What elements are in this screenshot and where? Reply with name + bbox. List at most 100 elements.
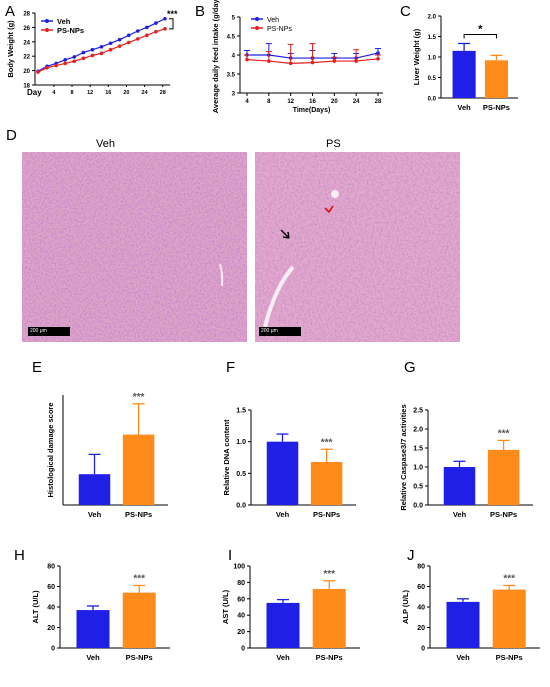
x-tick-label-f-0: Veh [276,510,290,519]
bar-g-0 [443,467,476,505]
legend-label-a-1: PS-NPs [57,26,84,35]
legend-label-a-0: Veh [57,17,71,26]
y-tick-label-i-0: 0 [241,646,245,653]
y-tick-label-a-5: 28 [23,12,30,18]
y-tick-label-g-0: 0.0 [413,503,423,510]
x-tick-label-e-0: Veh [88,510,102,519]
y-tick-label-c-0: 0.0 [428,97,437,103]
panel-letter-a: A [5,3,15,20]
y-tick-label-h-2: 40 [47,605,55,612]
y-axis-label-a: Body Weight (g) [6,20,15,78]
x-tick-label-g-0: Veh [453,510,467,519]
scale-bar-ps: 200 μm [259,327,301,336]
y-tick-label-a-4: 26 [23,26,30,32]
x-tick-label-g-1: PS-NPs [490,510,517,519]
data-point-a-1-1 [45,65,49,70]
x-tick-label-a-4: 20 [123,90,129,96]
histology-caption-veh: Veh [96,138,115,150]
x-tick-label-a-2: 12 [87,90,93,96]
x-tick-label-a-6: 28 [160,90,166,96]
data-point-a-1-13 [154,29,158,34]
panel-letter-g: G [404,359,416,376]
y-axis-label-b: Average daily feed intake (g/day) [211,0,220,113]
x-tick-label-i-1: PS-NPs [316,653,343,662]
significance-marker-g: *** [498,428,510,439]
y-axis-label-g: Relative Caspase3/7 activities [399,404,408,510]
significance-marker-i: *** [323,569,335,580]
histology-image-veh: 200 μm [22,152,247,342]
x-tick-label-a-3: 16 [105,90,111,96]
x-tick-label-j-0: Veh [456,653,470,662]
bar-c-0 [452,50,476,98]
bar-e-0 [78,474,111,505]
x-tick-label-c-0: Veh [457,103,471,112]
bar-i-1 [312,588,346,648]
y-tick-label-g-5: 2.5 [413,408,423,415]
y-tick-label-g-4: 2.0 [413,427,423,434]
bar-i-0 [266,602,300,648]
bar-f-0 [266,441,299,505]
data-point-b-0-6 [376,51,380,55]
y-tick-label-b-2: 4 [232,54,236,60]
scale-bar-veh: 200 μm [28,327,70,336]
black-arrow-marker [280,229,290,239]
bar-g-1 [487,449,520,505]
panel-letter-j: J [407,547,415,564]
data-point-a-1-0 [36,70,40,74]
data-point-a-0-6 [90,47,95,52]
y-tick-label-j-0: 0 [421,646,425,653]
data-point-b-1-2 [288,61,293,66]
data-point-a-0-13 [154,21,158,25]
x-tick-label-b-2: 12 [287,99,294,105]
y-axis-label-j: ALP (U/L) [401,589,410,624]
bar-j-1 [492,589,526,648]
y-axis-label-h: ALT (U/L) [31,590,40,624]
y-tick-label-a-3: 24 [23,40,30,46]
significance-marker-f: *** [321,437,333,448]
x-axis-label-a: Day [27,88,42,97]
y-tick-label-f-0: 0.0 [236,503,246,510]
data-point-a-0-8 [108,41,113,46]
y-tick-label-i-5: 100 [233,564,245,571]
bar-f-1 [310,461,343,505]
data-point-a-1-11 [135,37,140,41]
panel-letter-h: H [14,547,25,564]
x-tick-label-b-3: 16 [309,99,316,105]
legend-marker-b-1 [255,26,259,30]
y-tick-label-i-1: 20 [237,629,245,636]
data-point-a-0-3 [63,58,68,62]
significance-marker-e: *** [133,392,145,403]
y-tick-label-b-1: 3.5 [227,73,236,79]
y-tick-label-c-4: 2.0 [428,15,437,21]
data-point-a-1-14 [163,27,167,31]
y-axis-label-e: Histological damage score [46,402,55,497]
data-point-a-0-12 [145,25,149,30]
x-tick-label-a-1: 8 [70,90,73,96]
red-arrow-marker [324,205,334,214]
histology-ps-texture [255,152,460,342]
x-tick-label-b-0: 4 [245,99,249,105]
data-point-a-1-4 [72,59,77,64]
significance-bracket-a [169,18,174,30]
data-point-a-1-6 [90,53,95,58]
y-axis-label-i: AST (U/L) [221,589,230,624]
panel-letter-d: D [6,127,17,144]
y-tick-label-h-3: 60 [47,584,55,591]
data-point-b-1-1 [267,59,271,63]
data-point-b-1-6 [376,57,380,61]
y-tick-label-f-1: 0.5 [236,471,246,478]
x-tick-label-j-1: PS-NPs [496,653,523,662]
data-point-a-0-5 [81,50,86,55]
data-point-a-0-4 [72,55,77,59]
panel-letter-i: I [228,547,232,564]
data-point-b-1-3 [310,60,315,65]
legend-marker-a-0 [45,19,49,23]
significance-bracket-c [463,33,497,39]
y-tick-label-i-2: 40 [237,613,245,620]
bar-j-0 [446,601,480,648]
y-tick-label-b-3: 4.5 [227,35,236,41]
y-tick-label-h-1: 20 [47,625,55,632]
legend-label-b-0: Veh [267,17,279,24]
y-tick-label-f-2: 1.0 [236,439,246,446]
data-point-a-0-10 [126,33,131,38]
